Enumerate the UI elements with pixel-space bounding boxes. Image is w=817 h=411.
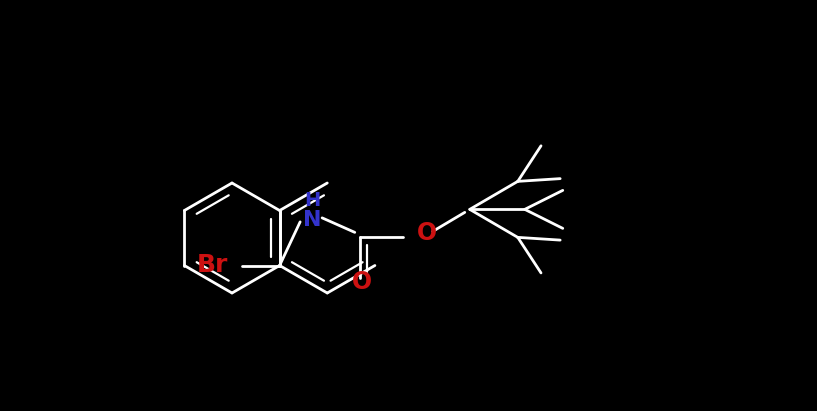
Text: H: H: [304, 191, 320, 210]
Text: O: O: [351, 270, 372, 294]
Text: O: O: [417, 222, 437, 245]
Text: N: N: [303, 210, 321, 230]
Text: Br: Br: [196, 254, 228, 277]
